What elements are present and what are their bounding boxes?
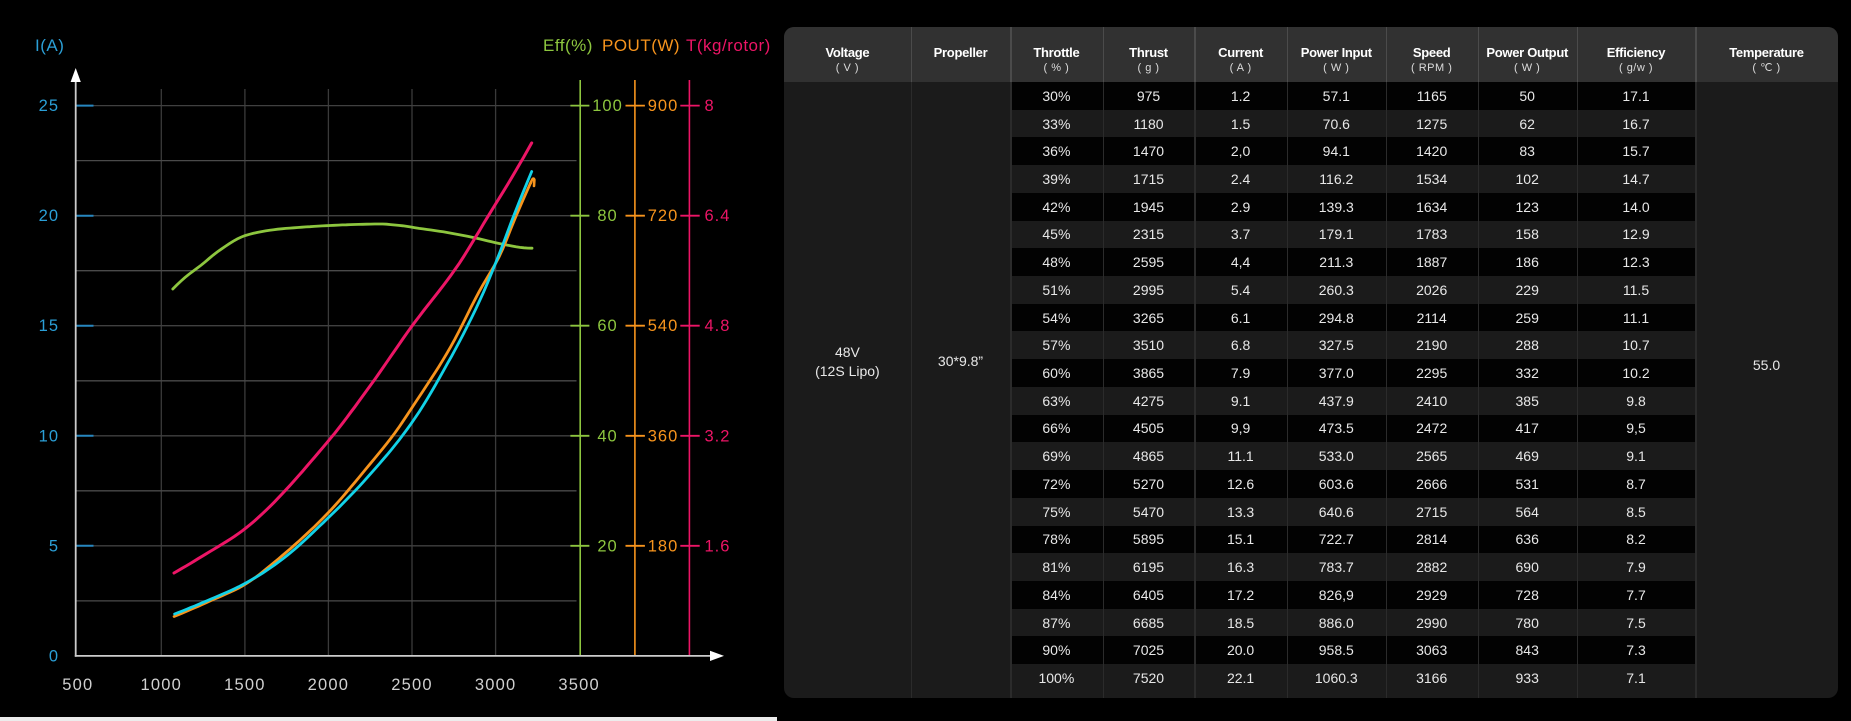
svg-text:360: 360 — [648, 427, 679, 445]
svg-text:180: 180 — [648, 537, 679, 555]
svg-text:900: 900 — [648, 97, 679, 115]
svg-text:540: 540 — [648, 317, 679, 335]
svg-text:40: 40 — [597, 427, 617, 445]
svg-text:2500: 2500 — [391, 676, 433, 694]
svg-text:POUT(W): POUT(W) — [602, 36, 680, 55]
svg-text:1.6: 1.6 — [705, 537, 731, 555]
svg-text:720: 720 — [648, 207, 679, 225]
svg-text:5: 5 — [49, 537, 59, 555]
svg-text:3500: 3500 — [558, 676, 600, 694]
svg-text:500: 500 — [62, 676, 93, 694]
svg-text:6.4: 6.4 — [705, 207, 731, 225]
svg-text:1000: 1000 — [141, 676, 183, 694]
svg-text:10: 10 — [39, 427, 59, 445]
svg-text:2000: 2000 — [308, 676, 350, 694]
svg-text:15: 15 — [39, 317, 59, 335]
svg-text:100: 100 — [592, 97, 623, 115]
svg-text:1500: 1500 — [224, 676, 266, 694]
svg-text:20: 20 — [39, 207, 59, 225]
svg-text:3000: 3000 — [475, 676, 517, 694]
svg-text:4.8: 4.8 — [705, 317, 731, 335]
svg-text:3.2: 3.2 — [705, 427, 731, 445]
svg-text:80: 80 — [597, 207, 617, 225]
svg-text:0: 0 — [49, 647, 59, 665]
svg-text:8: 8 — [705, 97, 715, 115]
svg-text:Eff(%): Eff(%) — [543, 36, 593, 55]
svg-text:I(A): I(A) — [35, 36, 64, 55]
svg-text:60: 60 — [597, 317, 617, 335]
svg-text:20: 20 — [597, 537, 617, 555]
svg-text:T(kg/rotor): T(kg/rotor) — [686, 36, 771, 55]
svg-text:25: 25 — [39, 97, 59, 115]
